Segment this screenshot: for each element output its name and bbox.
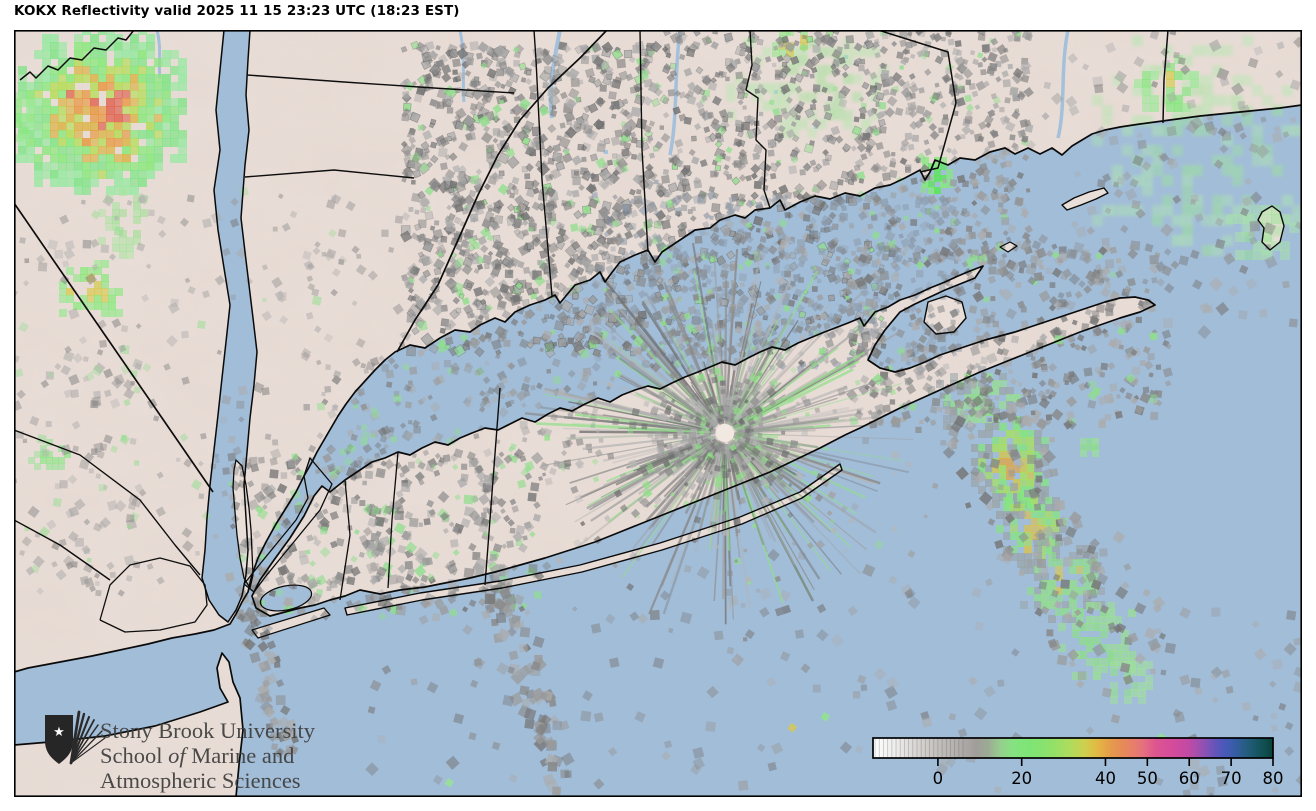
logo-rays-icon xyxy=(69,710,106,765)
clutter-left-edge-mid xyxy=(14,321,143,597)
map-canvas: 0 20 40 50 60 70 80 ★ xyxy=(14,30,1302,797)
colorbar-tick-label: 40 xyxy=(1095,769,1116,788)
colorbar-gradient-bar xyxy=(873,738,1273,758)
radar-echoes xyxy=(14,30,1302,788)
logo-star-icon: ★ xyxy=(53,725,65,740)
left-cluster xyxy=(59,260,123,317)
clutter-top-right-sparse xyxy=(993,30,1302,340)
left-tiny xyxy=(28,439,71,470)
se-band-offshoot xyxy=(1080,438,1099,457)
clutter-ocean-sparse xyxy=(365,547,1023,794)
clutter-nj-sparse xyxy=(14,186,414,598)
page-title: KOKX Reflectivity valid 2025 11 15 23:23… xyxy=(14,3,460,19)
sbu-logo-mark: ★ xyxy=(45,710,106,765)
radar-map: 0 20 40 50 60 70 80 ★ Stony Brook University S… xyxy=(14,30,1302,797)
clutter-brooklyn-trail xyxy=(235,582,300,759)
radar-site-marker xyxy=(716,424,734,442)
colorbar-tick-label: 20 xyxy=(1011,769,1032,788)
coastlines-borders xyxy=(14,30,1302,797)
colorbar-tick-label: 70 xyxy=(1221,769,1242,788)
colorbar-tick-label: 60 xyxy=(1179,769,1200,788)
clutter-ct-east xyxy=(880,30,1034,270)
reflectivity-colorbar: 0 20 40 50 60 70 80 xyxy=(872,737,1284,788)
colorbar-tick-label: 0 xyxy=(933,769,944,788)
clutter-bottom-right-sparse xyxy=(1147,606,1302,797)
clutter-se-band-fringe xyxy=(916,331,1167,735)
colorbar-tick-label: 50 xyxy=(1137,769,1158,788)
tr-bright xyxy=(1134,55,1199,112)
nw-storm-cell xyxy=(14,30,187,195)
se-band-c xyxy=(996,483,1067,568)
left-edge xyxy=(14,92,36,142)
logo-shield-icon xyxy=(45,715,73,764)
map-frame xyxy=(14,30,1302,797)
clutter-east-forks xyxy=(845,240,1173,431)
colorbar-ticks: 0 20 40 50 60 70 80 xyxy=(933,758,1284,788)
radar-beam-spokes xyxy=(495,206,974,661)
colorbar-tick-label: 80 xyxy=(1263,769,1284,788)
